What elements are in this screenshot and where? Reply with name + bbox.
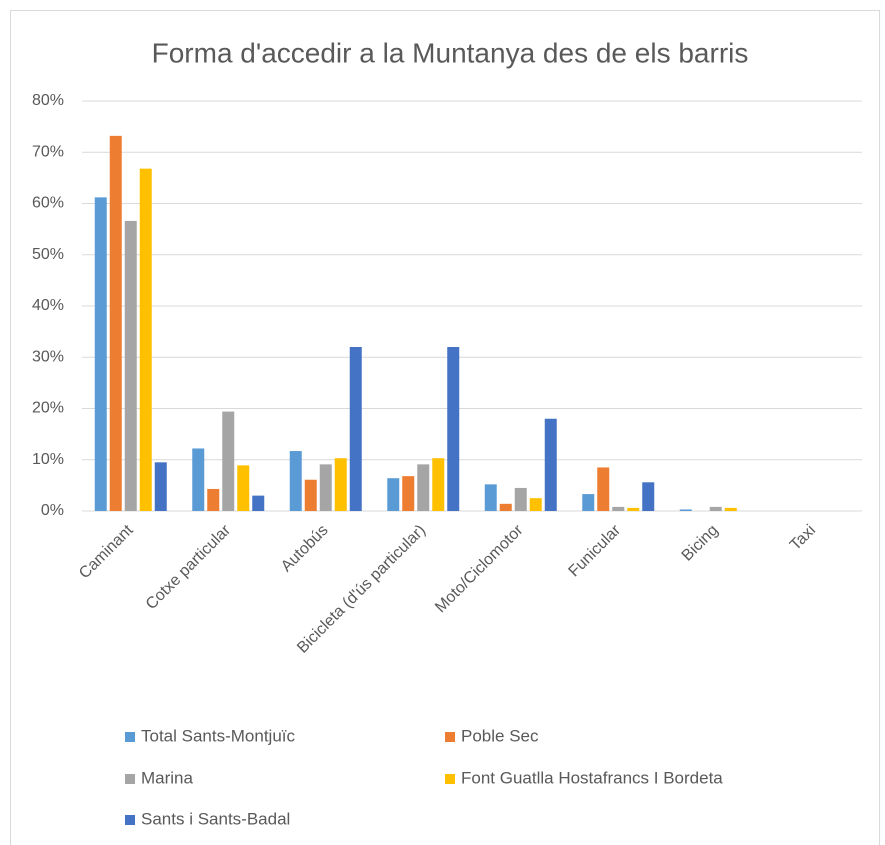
- y-tick-label: 50%: [32, 246, 64, 263]
- y-tick-label: 70%: [32, 143, 64, 160]
- bar: [124, 220, 137, 512]
- bar: [402, 476, 415, 511]
- bar: [642, 482, 655, 511]
- y-tick-label: 0%: [41, 502, 64, 519]
- bar: [319, 464, 332, 511]
- legend-label: Total Sants-Montjuïc: [141, 726, 296, 745]
- y-tick-label: 30%: [32, 348, 64, 365]
- bar: [627, 507, 640, 511]
- bar: [334, 458, 347, 511]
- bar: [544, 418, 557, 511]
- bar: [582, 494, 595, 511]
- y-tick-label: 10%: [32, 451, 64, 468]
- bar: [514, 487, 527, 511]
- bar: [207, 488, 220, 511]
- bar: [109, 135, 122, 511]
- legend-label: Marina: [141, 768, 194, 787]
- y-tick-label: 60%: [32, 195, 64, 212]
- bar: [139, 168, 152, 511]
- bar: [252, 495, 265, 511]
- bar: [499, 503, 512, 511]
- bar: [529, 498, 542, 511]
- bar: [387, 478, 400, 511]
- bar: [349, 347, 362, 511]
- bar: [597, 467, 610, 511]
- bar: [289, 451, 302, 511]
- bar: [192, 448, 205, 511]
- legend-label: Font Guatlla Hostafrancs I Bordeta: [461, 768, 723, 787]
- bar: [679, 509, 692, 511]
- legend-label: Poble Sec: [461, 726, 539, 745]
- bar: [154, 462, 167, 511]
- legend-label: Sants i Sants-Badal: [141, 809, 290, 828]
- y-tick-label: 40%: [32, 297, 64, 314]
- bar: [612, 506, 625, 511]
- bar: [222, 411, 235, 511]
- bar: [447, 347, 460, 511]
- y-tick-label: 80%: [32, 92, 64, 109]
- bar: [432, 458, 445, 511]
- bar: [304, 479, 317, 511]
- bar: [709, 506, 722, 511]
- legend-swatch: [445, 732, 455, 742]
- bar: [94, 197, 107, 511]
- bar: [724, 507, 737, 511]
- legend-swatch: [445, 774, 455, 784]
- bar: [484, 484, 497, 511]
- legend-swatch: [125, 732, 135, 742]
- chart-frame: [10, 10, 880, 845]
- legend-swatch: [125, 815, 135, 825]
- bar: [417, 464, 430, 511]
- legend-swatch: [125, 774, 135, 784]
- y-tick-label: 20%: [32, 400, 64, 417]
- chart-title: Forma d'accedir a la Muntanya des de els…: [152, 37, 749, 68]
- bar: [237, 465, 250, 511]
